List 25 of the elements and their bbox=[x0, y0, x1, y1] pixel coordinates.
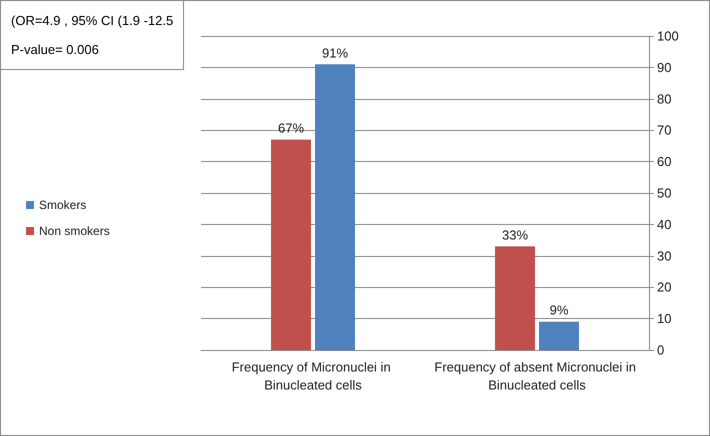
bar bbox=[315, 64, 355, 350]
bar bbox=[495, 246, 535, 350]
data-label: 91% bbox=[322, 45, 348, 60]
data-label: 67% bbox=[278, 120, 304, 136]
y-tick-label: 0 bbox=[657, 342, 664, 358]
data-label: 33% bbox=[502, 227, 528, 242]
x-tick-label: Frequency of absent Micronuclei in Binucleated cells bbox=[434, 360, 640, 392]
bar bbox=[271, 140, 311, 350]
y-tick-label: 50 bbox=[657, 186, 672, 200]
bar bbox=[539, 322, 579, 350]
data-label: 9% bbox=[550, 302, 569, 318]
y-tick-label: 80 bbox=[657, 91, 672, 106]
y-tick-label: 10 bbox=[657, 311, 672, 326]
text: (OR=4.9 , 95% CI (1.9 -12.5 bbox=[11, 13, 174, 28]
y-tick-label: 20 bbox=[657, 280, 672, 295]
y-tick-label: 100 bbox=[657, 28, 679, 44]
y-tick-label: 40 bbox=[657, 216, 672, 232]
x-tick-label: Frequency of Micronuclei in Binucleated cells bbox=[232, 360, 394, 392]
y-tick-label: 90 bbox=[657, 60, 672, 75]
y-tick-label: 30 bbox=[657, 248, 672, 264]
y-tick-label: 60 bbox=[657, 154, 672, 170]
legend-label: Smokers bbox=[39, 198, 86, 212]
text: P-value= 0.006 bbox=[11, 42, 100, 57]
legend-label: Non smokers bbox=[39, 224, 110, 238]
y-tick-label: 70 bbox=[657, 122, 672, 138]
